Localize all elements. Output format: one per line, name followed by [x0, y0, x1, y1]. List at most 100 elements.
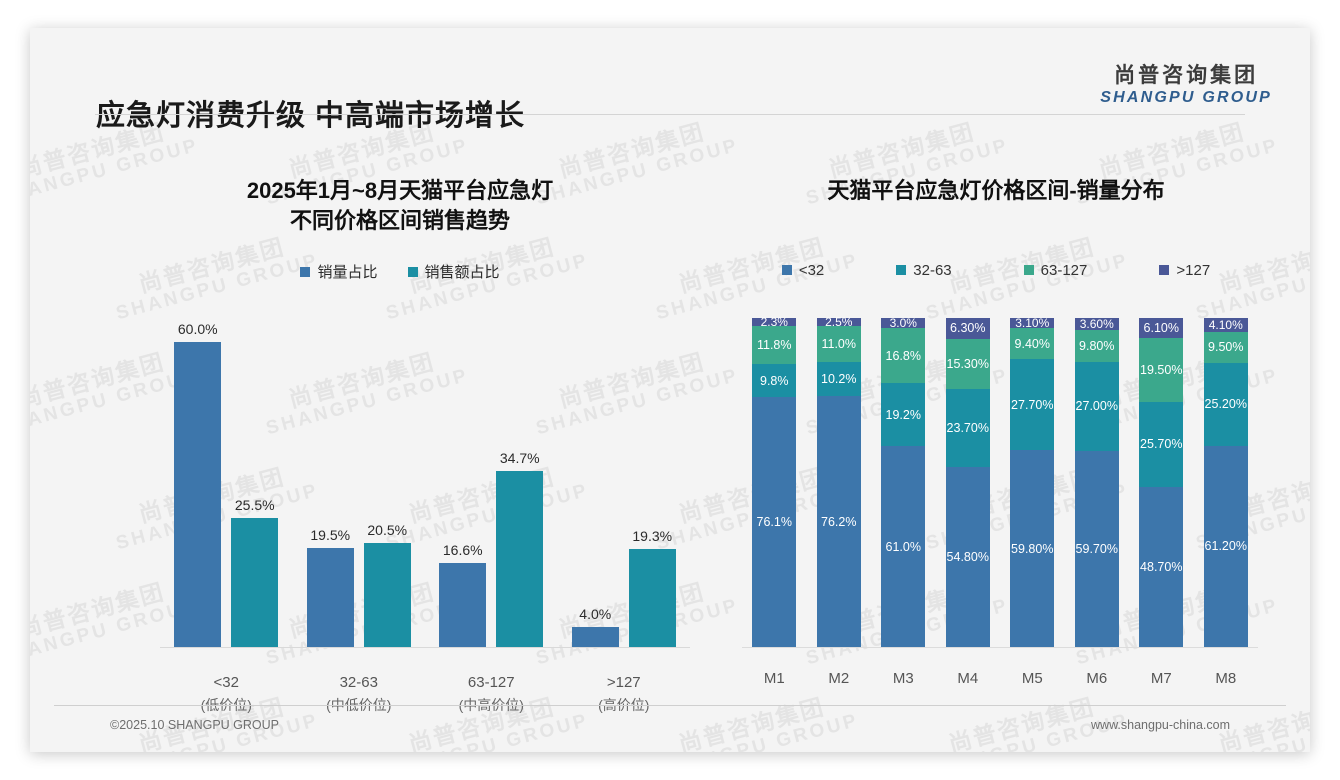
bar-销售额占比-<32[interactable]: 25.5%	[231, 497, 279, 647]
bar-销量占比->127[interactable]: 4.0%	[571, 606, 619, 647]
bar-value-label: 25.5%	[234, 496, 275, 513]
legend-item->127[interactable]: >127	[1159, 262, 1210, 279]
footer-website[interactable]: www.shangpu-china.com	[1091, 718, 1230, 732]
stack-segment-32-63-M7[interactable]: 25.70%	[1139, 402, 1184, 487]
legend-item-32-63[interactable]: 32-63	[896, 261, 952, 279]
bar-rect	[439, 562, 487, 647]
stack-segment-<32-M3[interactable]: 61.0%	[881, 446, 926, 647]
stack-segment-value-label: 25.70%	[1140, 437, 1183, 452]
stack-segment-<32-M7[interactable]: 48.70%	[1139, 486, 1184, 647]
stack-segment->127-M4[interactable]: 6.30%	[945, 318, 990, 339]
x-axis-label-<32: <32 (低价位)	[160, 672, 293, 716]
stack-segment-63-127-M2[interactable]: 11.0%	[816, 326, 861, 363]
stack-segment->127-M1[interactable]: 2.3%	[752, 315, 797, 329]
stack-segment-value-label: 76.2%	[821, 514, 857, 529]
stack-segment-value-label: 9.8%	[760, 373, 789, 388]
x-axis-label-32-63: 32-63 (中低价位)	[293, 672, 426, 716]
legend-item-<32[interactable]: <32	[781, 261, 825, 279]
stack-segment-value-label: 11.0%	[821, 337, 856, 352]
stack-segment-value-label: 2.5%	[825, 315, 853, 330]
bar-销量占比-<32[interactable]: 60.0%	[174, 321, 222, 647]
stack-segment->127-M3[interactable]: 3.0%	[881, 316, 926, 330]
stack-segment-value-label: 54.80%	[946, 549, 989, 564]
stacked-bar-M7[interactable]: 6.10% 19.50% 25.70% 48.70%	[1139, 318, 1184, 647]
x-axis-label-M8: M8	[1215, 670, 1237, 687]
stack-segment-value-label: 25.20%	[1204, 397, 1247, 412]
stack-segment-value-label: 6.10%	[1143, 321, 1179, 336]
bar-销售额占比-32-63[interactable]: 20.5%	[363, 522, 411, 647]
stack-segment-63-127-M8[interactable]: 9.50%	[1203, 331, 1248, 363]
stack-segment-32-63-M8[interactable]: 25.20%	[1203, 362, 1248, 446]
right-chart-legend: <32 32-63 63-127 >127	[716, 262, 1276, 279]
legend-label: <32	[798, 261, 825, 279]
stacked-bar-M1[interactable]: 2.3% 11.8% 9.8% 76.1%	[752, 315, 797, 648]
stack-segment-value-label: 3.10%	[1015, 316, 1050, 331]
bar-value-label: 20.5%	[367, 521, 408, 538]
stack-segment-32-63-M1[interactable]: 9.8%	[752, 364, 797, 397]
stack-segment-32-63-M6[interactable]: 27.00%	[1074, 362, 1119, 451]
stacked-bar-M5[interactable]: 3.10% 9.40% 27.70% 59.80%	[1010, 316, 1055, 647]
stack-segment-63-127-M1[interactable]: 11.8%	[752, 325, 797, 365]
bar-销售额占比->127[interactable]: 19.3%	[628, 528, 676, 647]
bar-rect	[306, 548, 354, 647]
left-chart-title: 2025年1月~8月天猫平台应急灯 不同价格区间销售趋势	[100, 176, 700, 235]
stack-segment-63-127-M7[interactable]: 19.50%	[1139, 338, 1184, 403]
stack-segment-<32-M4[interactable]: 54.80%	[945, 466, 990, 647]
stack-segment-32-63-M4[interactable]: 23.70%	[945, 388, 990, 467]
stack-segment-value-label: 48.70%	[1140, 559, 1183, 574]
bar-rect	[174, 342, 222, 647]
x-axis-label-main: <32	[213, 674, 239, 691]
legend-label: 32-63	[913, 261, 952, 279]
stack-segment-value-label: 61.0%	[885, 539, 921, 554]
footer-copyright: ©2025.10 SHANGPU GROUP	[110, 718, 279, 732]
bar-销量占比-63-127[interactable]: 16.6%	[439, 542, 487, 647]
legend-label: 销量占比	[317, 264, 378, 282]
stack-segment->127-M6[interactable]: 3.60%	[1074, 317, 1119, 331]
stack-segment-<32-M6[interactable]: 59.70%	[1074, 450, 1119, 648]
stack-segment-32-63-M5[interactable]: 27.70%	[1010, 359, 1055, 451]
stack-segment-32-63-M3[interactable]: 19.2%	[881, 383, 926, 447]
stack-segment-value-label: 9.40%	[1014, 336, 1050, 351]
bar-销售额占比-63-127[interactable]: 34.7%	[496, 450, 544, 647]
stack-segment-<32-M2[interactable]: 76.2%	[816, 396, 861, 647]
bar-销量占比-32-63[interactable]: 19.5%	[306, 527, 354, 647]
x-axis-label->127: >127 (高价位)	[558, 672, 691, 716]
x-axis-label-M4: M4	[957, 670, 979, 687]
stack-segment-63-127-M3[interactable]: 16.8%	[881, 327, 926, 384]
stack-segment-value-label: 4.10%	[1208, 317, 1243, 332]
left-chart-legend: 销量占比 销售额占比	[100, 261, 700, 282]
stack-segment->127-M8[interactable]: 4.10%	[1203, 317, 1248, 332]
x-axis-label-M3: M3	[892, 670, 914, 687]
stacked-bar-M3[interactable]: 3.0% 16.8% 19.2% 61.0%	[881, 316, 926, 647]
bar-value-label: 19.5%	[310, 527, 351, 543]
legend-item-63-127[interactable]: 63-127	[1023, 262, 1087, 279]
stacked-bar-M6[interactable]: 3.60% 9.80% 27.00% 59.70%	[1074, 317, 1119, 648]
left-chart-panel: 2025年1月~8月天猫平台应急灯 不同价格区间销售趋势 销量占比 销售额占比 6…	[100, 138, 700, 713]
stack-segment->127-M5[interactable]: 3.10%	[1010, 316, 1055, 331]
stack-segment-32-63-M2[interactable]: 10.2%	[816, 362, 861, 397]
legend-item-销量占比[interactable]: 销量占比	[300, 261, 378, 282]
legend-swatch-icon	[781, 265, 792, 276]
stack-segment->127-M7[interactable]: 6.10%	[1139, 318, 1184, 339]
x-axis-label-sub: (中低价位)	[326, 696, 392, 713]
stack-segment-<32-M1[interactable]: 76.1%	[752, 396, 797, 648]
stack-segment-value-label: 19.50%	[1140, 363, 1183, 378]
stacked-bar-M8[interactable]: 4.10% 9.50% 25.20% 61.20%	[1203, 317, 1248, 647]
x-axis-label-main: >127	[606, 674, 641, 691]
stack-segment-<32-M8[interactable]: 61.20%	[1203, 445, 1248, 647]
legend-item-销售额占比[interactable]: 销售额占比	[407, 261, 500, 282]
stacked-bar-M2[interactable]: 2.5% 11.0% 10.2% 76.2%	[816, 315, 861, 647]
stack-segment->127-M2[interactable]: 2.5%	[816, 315, 861, 330]
bar-group-32-63: 19.5% 20.5%	[293, 318, 426, 647]
logo-english-text: SHANGPU GROUP	[1100, 89, 1272, 107]
stack-segment-63-127-M4[interactable]: 15.30%	[945, 338, 990, 389]
footer-divider	[54, 705, 1286, 706]
stack-segment-63-127-M5[interactable]: 9.40%	[1010, 328, 1055, 360]
stack-segment-<32-M5[interactable]: 59.80%	[1010, 450, 1055, 647]
stack-segment-63-127-M6[interactable]: 9.80%	[1074, 329, 1119, 363]
stack-segment-value-label: 59.80%	[1011, 541, 1054, 556]
legend-swatch-icon	[1159, 265, 1170, 276]
slide-header: 应急灯消费升级 中高端市场增长 尚普咨询集团 SHANGPU GROUP	[30, 28, 1310, 132]
bar-group-<32: 60.0% 25.5%	[160, 318, 293, 647]
stacked-bar-M4[interactable]: 6.30% 15.30% 23.70% 54.80%	[945, 318, 990, 647]
